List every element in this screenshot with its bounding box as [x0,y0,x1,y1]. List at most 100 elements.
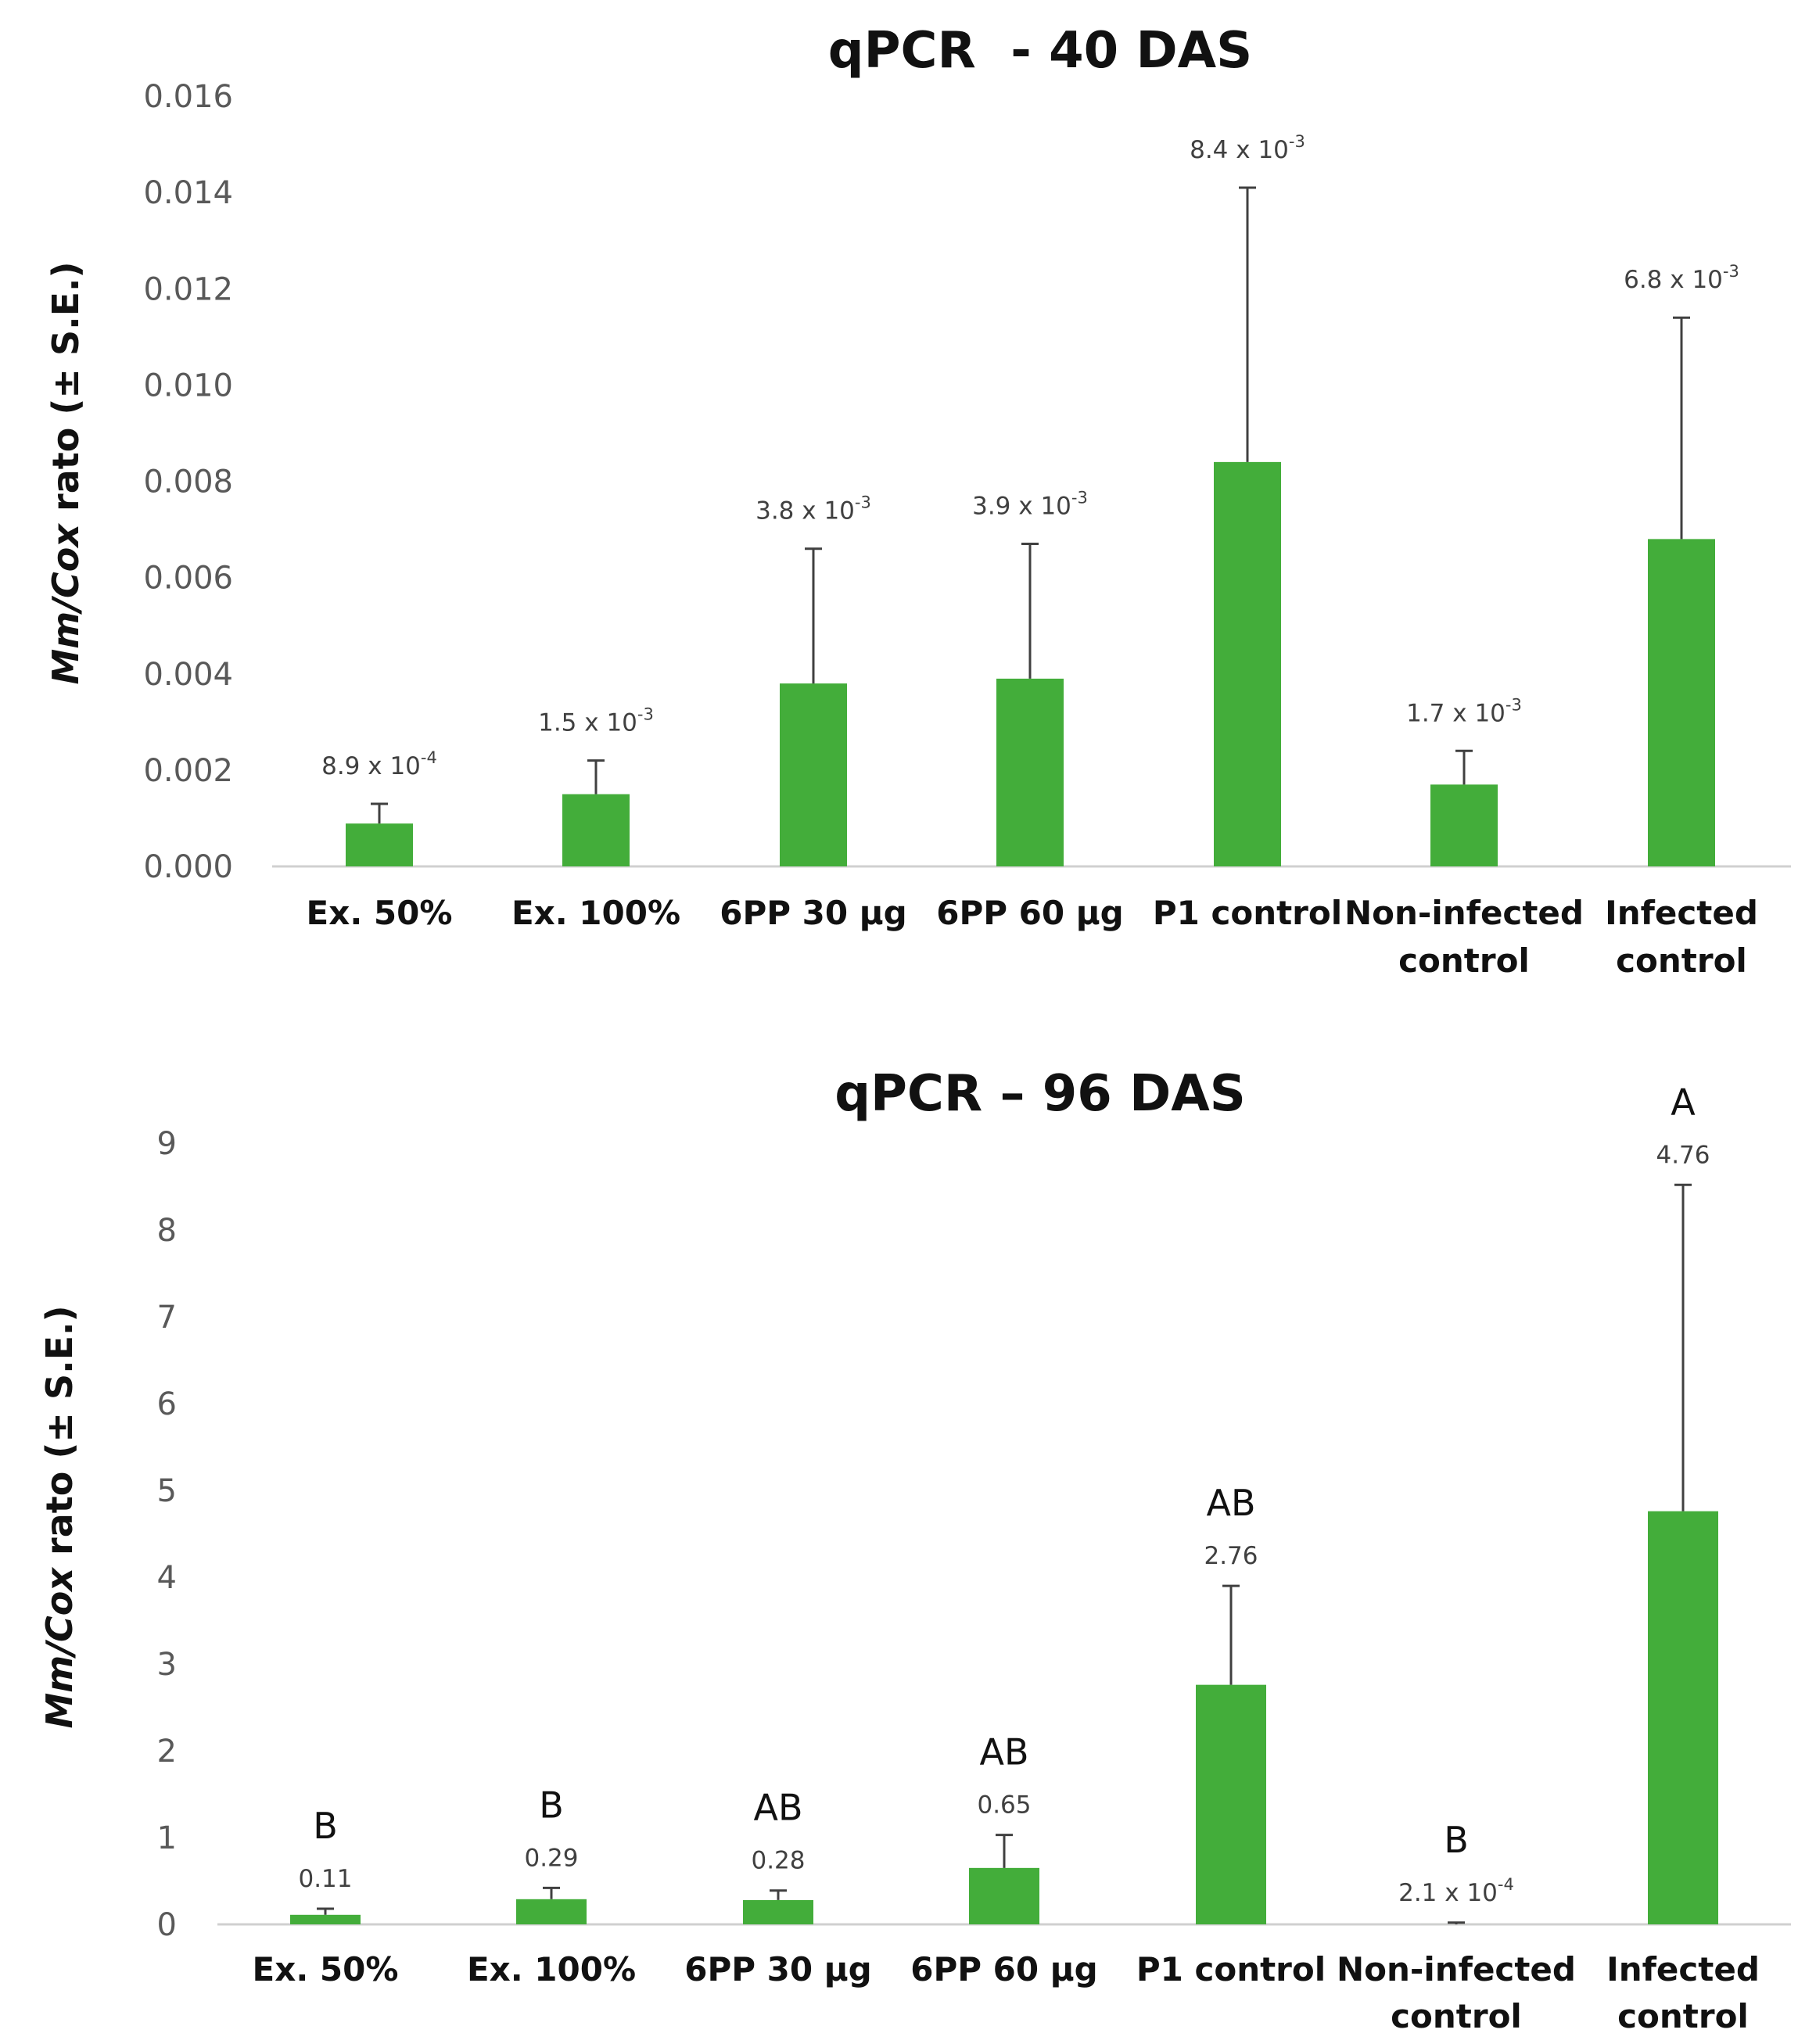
x-category-label: 6PP 30 µg [684,1950,871,1988]
y-tick-label: 8 [157,1213,177,1249]
x-category-label: P1 control [1136,1950,1326,1988]
y-tick-label: 0.006 [143,561,233,597]
chart-40-das: qPCR - 40 DAS Mm/Cox rato (± S.E.) 0.000… [45,22,1791,980]
chart-title: qPCR - 40 DAS [828,22,1252,80]
y-tick-label: 0.002 [143,753,233,789]
y-tick-label: 0.012 [143,271,233,307]
bar [1648,539,1715,866]
x-category-label: Non-infected [1344,894,1584,932]
y-tick-label: 0.014 [143,175,233,211]
x-category-label: Infected [1605,894,1758,932]
x-axis-categories: Ex. 50% Ex. 100% 6PP 30 µg 6PP 60 µg P1 cont… [253,1950,1760,2035]
error-bar [805,547,822,684]
y-axis-label: Mm/Cox rato (± S.E.) [45,261,87,684]
chart-title: qPCR – 96 DAS [834,1065,1246,1123]
y-tick-label: 0.008 [143,464,233,500]
data-label: 1.5 x 10-3 [538,705,654,737]
bar [290,1914,361,1924]
x-category-label: Ex. 50% [307,894,453,932]
data-label: 3.9 x 10-3 [972,489,1088,521]
y-tick-label: 1 [157,1820,177,1856]
x-axis-categories: Ex. 50% Ex. 100% 6PP 30 µg 6PP 60 µg P1 cont… [307,894,1758,980]
x-category-label: control [1617,1997,1749,2035]
data-label: 0.28 [751,1847,805,1875]
x-category-label: Ex. 100% [467,1950,636,1988]
bar [1430,784,1498,866]
bar [1196,1684,1266,1924]
error-bar [371,802,388,824]
significance-letter: AB [1206,1482,1255,1524]
error-bar [587,759,605,794]
x-category-label: Ex. 100% [511,894,680,932]
y-axis-ticks: 0.000 0.002 0.004 0.006 0.008 0.010 0.012 0.014… [143,79,233,885]
data-label: 1.7 x 10-3 [1406,695,1522,727]
data-label: 0.29 [524,1844,578,1872]
data-label: 8.4 x 10-3 [1190,132,1305,164]
error-bar [1239,186,1256,462]
error-bar [1673,316,1690,540]
error-bar [317,1907,334,1915]
y-axis-label-rest: rato (± S.E.) [45,261,87,523]
data-label: 6.8 x 10-3 [1624,262,1739,294]
x-category-label: 6PP 60 µg [936,894,1123,932]
data-label: 2.1 x 10-4 [1398,1875,1514,1907]
x-category-label: 6PP 60 µg [910,1950,1097,1988]
x-category-label: Ex. 50% [253,1950,399,1988]
data-label: 3.8 x 10-3 [755,493,871,525]
error-bar [1448,1921,1465,1924]
y-tick-label: 2 [157,1734,177,1770]
chart-96-das: qPCR – 96 DAS Mm/Cox rato (± S.E.) 0 1 2 3 4… [38,1065,1791,2035]
significance-letter: AB [753,1787,802,1829]
x-category-label: P1 control [1153,894,1342,932]
bar [516,1899,587,1924]
error-bar [770,1889,787,1900]
error-bar [996,1834,1013,1868]
y-tick-label: 0.004 [143,657,233,693]
data-label: 4.76 [1656,1141,1710,1169]
error-bar [1674,1183,1692,1511]
x-category-label: Non-infected [1337,1950,1576,1988]
y-tick-label: 0.016 [143,79,233,115]
y-tick-label: 5 [157,1473,177,1509]
y-axis-label-italic: Mm/Cox [38,1567,81,1729]
bar [996,678,1064,866]
error-bar [1455,749,1473,785]
y-tick-label: 4 [157,1560,177,1596]
y-tick-label: 9 [157,1126,177,1162]
x-category-label: 6PP 30 µg [720,894,906,932]
data-label: 8.9 x 10-4 [321,748,437,780]
x-category-label: Infected [1606,1950,1760,1988]
x-category-label: control [1398,941,1530,980]
bars: 8.9 x 10-4 1.5 x 10-3 3.8 x 10-3 3.9 x 10-3… [321,132,1739,866]
bar [743,1899,813,1924]
y-tick-label: 0 [157,1907,177,1943]
data-label: 0.11 [298,1865,352,1893]
bar [780,683,847,866]
error-bar [1222,1584,1240,1685]
y-axis-label-rest: rato (± S.E.) [38,1305,81,1567]
error-bar [1021,543,1039,679]
significance-letter: AB [979,1731,1028,1773]
bars: 0.11 B 0.29 B 0.28 AB 0.65 AB 2.76 AB 2.1 x 10-4 B 4… [290,1081,1718,1924]
y-tick-label: 0.010 [143,368,233,403]
x-category-label: control [1616,941,1747,980]
y-tick-label: 6 [157,1386,177,1422]
x-category-label: control [1391,1997,1522,2035]
data-label: 2.76 [1204,1542,1258,1570]
y-tick-label: 3 [157,1647,177,1683]
y-tick-label: 7 [157,1300,177,1336]
y-axis-label: Mm/Cox rato (± S.E.) [38,1305,81,1728]
bar [1214,461,1281,866]
significance-letter: B [539,1784,564,1826]
significance-letter: A [1671,1081,1696,1123]
bar [1648,1511,1718,1924]
bar [969,1867,1039,1924]
y-tick-label: 0.000 [143,849,233,885]
data-label: 0.65 [977,1791,1031,1820]
y-axis-ticks: 0 1 2 3 4 5 6 7 8 9 [157,1126,177,1943]
significance-letter: B [313,1805,338,1847]
bar [562,794,630,866]
y-axis-label-italic: Mm/Cox [45,523,87,685]
significance-letter: B [1444,1819,1469,1861]
